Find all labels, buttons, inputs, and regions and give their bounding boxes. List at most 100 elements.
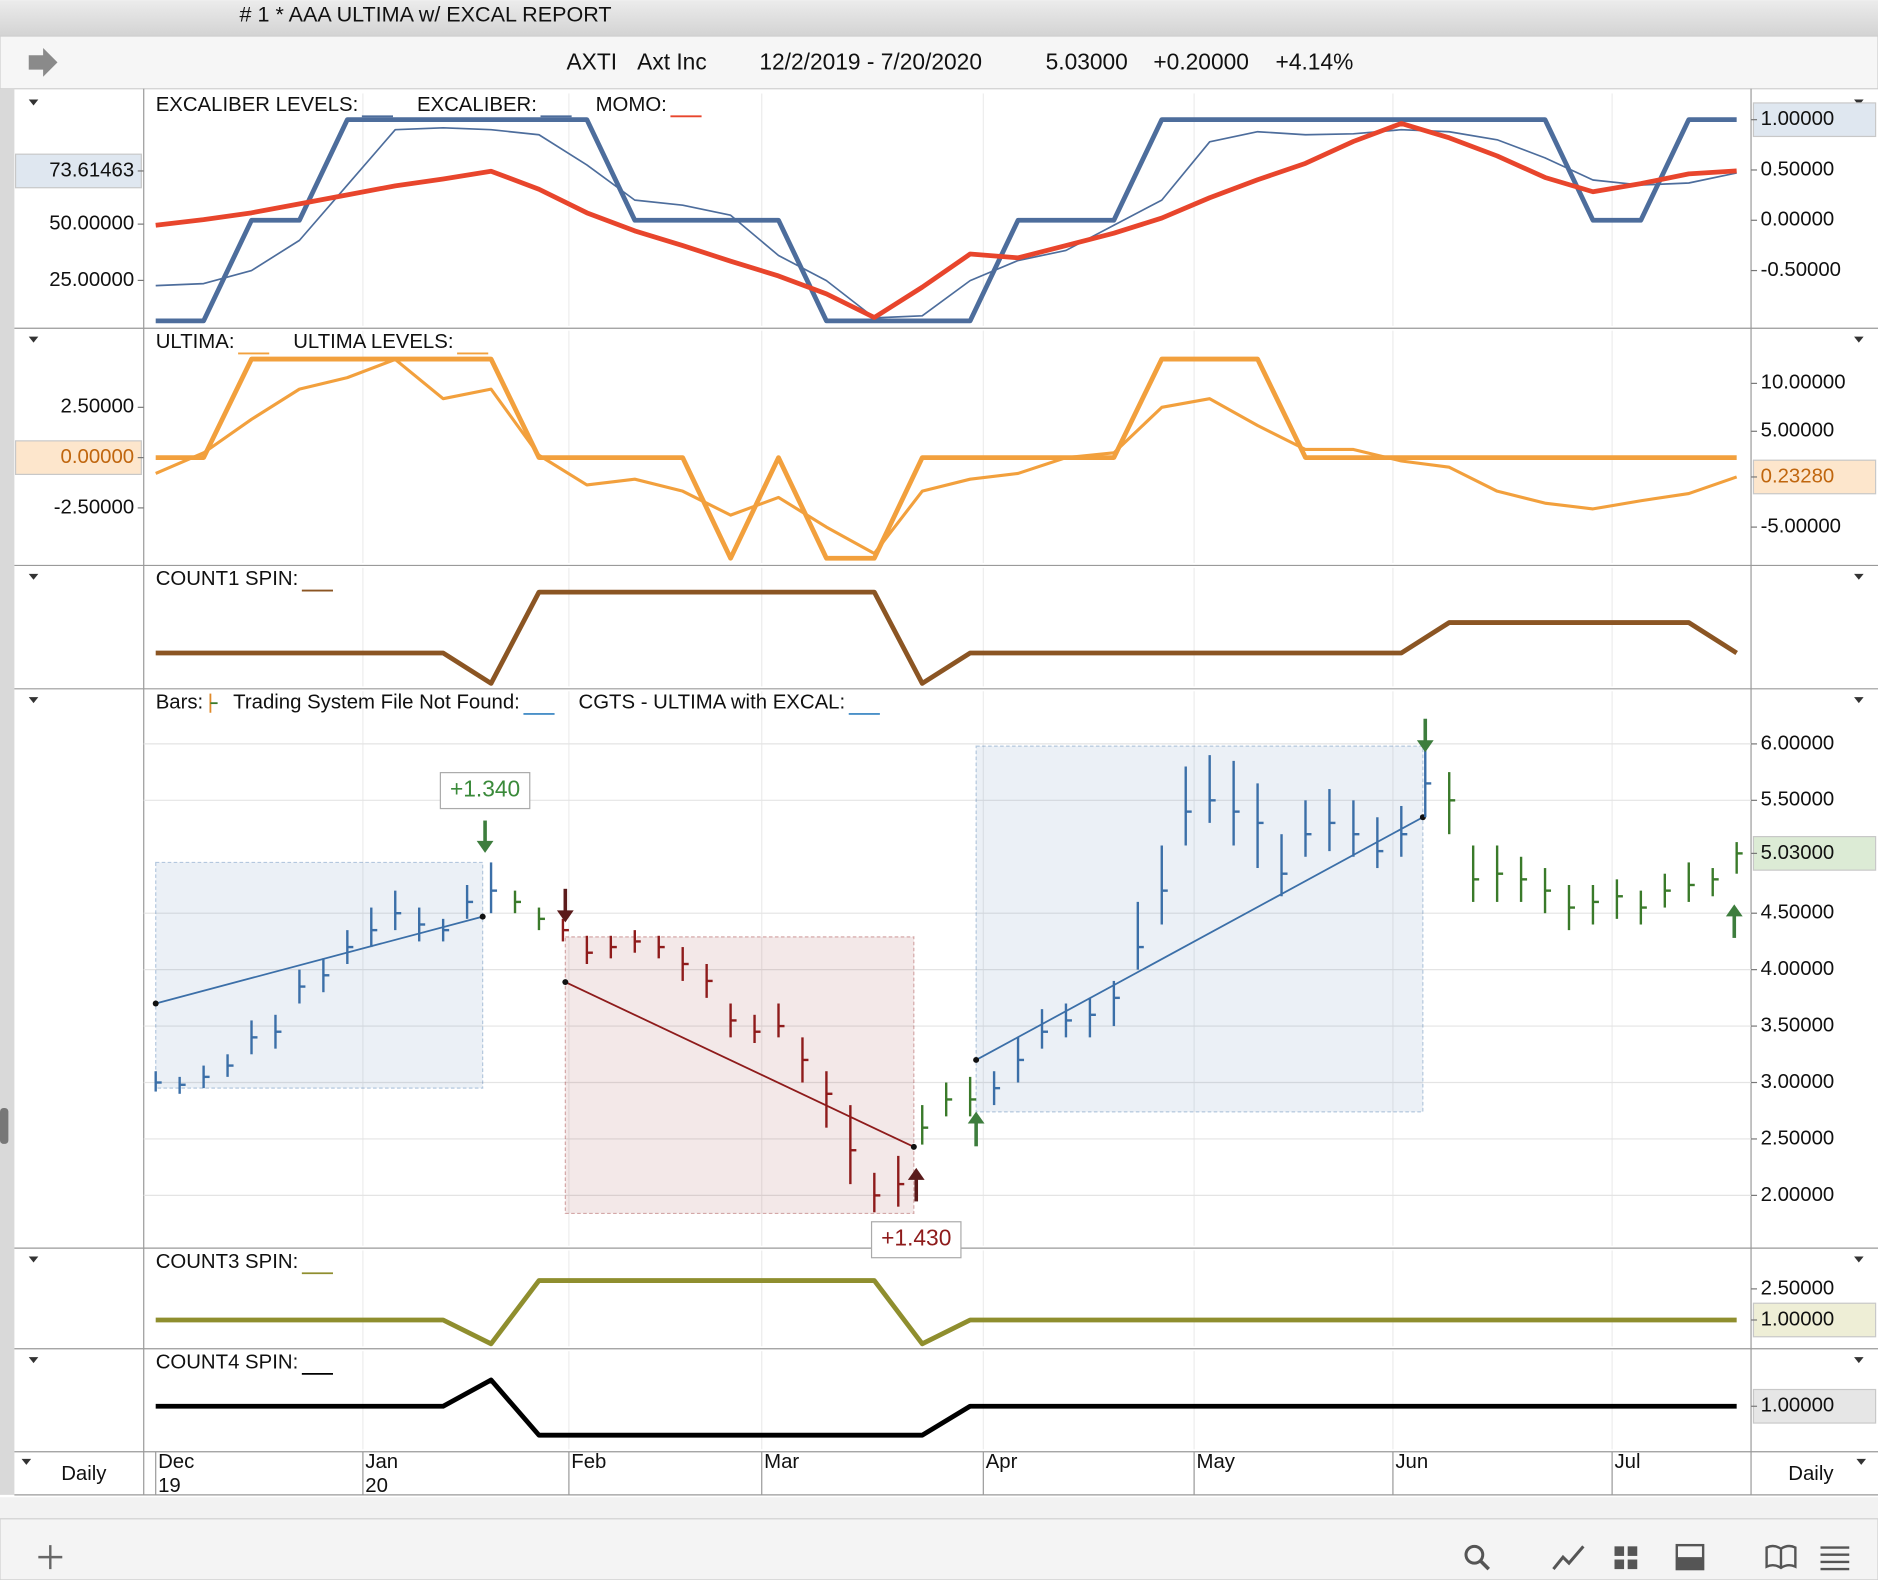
series-line xyxy=(155,126,1737,319)
legend-label: COUNT1 SPIN: xyxy=(156,568,299,590)
y-tick-label: 0.00000 xyxy=(61,446,135,468)
y2-tick-label: -0.50000 xyxy=(1761,259,1841,281)
y2-tick-label: 5.03000 xyxy=(1761,842,1835,864)
legend-label: ULTIMA: xyxy=(156,331,235,353)
panel-menu[interactable] xyxy=(28,1256,39,1263)
y2-tick-label: 6.00000 xyxy=(1761,732,1835,754)
month-label: Feb xyxy=(571,1451,606,1473)
trade-point xyxy=(479,913,486,920)
panel-menu[interactable] xyxy=(28,99,39,106)
y-tick-label: 2.50000 xyxy=(61,396,135,418)
add-button[interactable] xyxy=(38,1545,63,1570)
y-tick-label: -2.50000 xyxy=(54,496,134,518)
y2-tick-label: 5.00000 xyxy=(1761,420,1835,442)
month-label: Apr xyxy=(986,1451,1018,1473)
panel-menu[interactable] xyxy=(28,1357,39,1364)
legend-label: EXCALIBER: xyxy=(417,94,537,116)
regression-line xyxy=(155,915,483,1005)
trade-label: +1.340 xyxy=(450,776,520,802)
month-label: Jan xyxy=(365,1451,398,1473)
y2-tick-label: 2.50000 xyxy=(1761,1127,1835,1149)
last-price: 5.03000 xyxy=(1046,49,1128,75)
y2-tick-label: 0.50000 xyxy=(1761,158,1835,180)
title-bar xyxy=(0,0,1878,37)
month-label: May xyxy=(1197,1451,1236,1473)
legend-label: COUNT4 SPIN: xyxy=(156,1351,299,1373)
panel-menu[interactable] xyxy=(28,336,39,343)
y2-tick-label: 1.00000 xyxy=(1761,1308,1835,1330)
y2-tick-label: 2.50000 xyxy=(1761,1277,1835,1299)
month-label: Mar xyxy=(764,1451,799,1473)
series-line xyxy=(155,1278,1737,1347)
percent-change: +4.14% xyxy=(1276,49,1354,75)
panel-menu[interactable] xyxy=(28,697,39,704)
current-value-box xyxy=(1752,1388,1877,1424)
period-menu[interactable] xyxy=(21,1458,32,1465)
current-value-box xyxy=(14,153,142,189)
y2-tick-label: 10.00000 xyxy=(1761,372,1846,394)
y2-tick-label: 1.00000 xyxy=(1761,1395,1835,1417)
panel-menu[interactable] xyxy=(1854,697,1864,704)
spacer xyxy=(0,1497,1878,1519)
series-line xyxy=(155,357,1738,556)
year-label: 19 xyxy=(158,1475,181,1497)
company-name: Axt Inc xyxy=(637,49,707,75)
current-value-box xyxy=(14,440,142,475)
y2-tick-label: 3.50000 xyxy=(1761,1014,1835,1036)
y2-tick-label: 4.00000 xyxy=(1761,958,1835,980)
y2-tick-label: -5.00000 xyxy=(1761,515,1841,537)
y2-tick-label: 2.00000 xyxy=(1761,1184,1835,1206)
trade-label: +1.430 xyxy=(881,1225,951,1251)
y-tick-label: 25.00000 xyxy=(49,269,134,291)
current-value-box xyxy=(1752,836,1877,871)
chart-style-button[interactable] xyxy=(1552,1545,1585,1571)
month-label: Dec xyxy=(158,1451,194,1473)
forward-button[interactable] xyxy=(28,48,58,77)
trade-point xyxy=(973,1056,980,1063)
trade-label-box xyxy=(439,772,531,810)
toolbar xyxy=(0,1518,1878,1580)
y-tick-label: 73.61463 xyxy=(49,159,134,181)
plot-area: 25.00000 50.00000 73.61463 1.00000 0.50000 0.… xyxy=(14,88,1878,1497)
y2-tick-label: 3.00000 xyxy=(1761,1071,1835,1093)
trade-label-box xyxy=(870,1221,962,1259)
y2-tick-label: 4.50000 xyxy=(1761,902,1835,924)
window-title: # 1 * AAA ULTIMA w/ EXCAL REPORT xyxy=(240,1,612,26)
series-line xyxy=(155,589,1738,686)
legend-label: COUNT3 SPIN: xyxy=(156,1251,299,1273)
panel-menu[interactable] xyxy=(1854,336,1864,343)
resize-handle[interactable] xyxy=(0,1107,9,1144)
legend-label: CGTS - ULTIMA with EXCAL: xyxy=(579,692,846,714)
book-button[interactable] xyxy=(1765,1544,1797,1570)
period-label: Daily xyxy=(1788,1463,1834,1485)
trade-box xyxy=(975,745,1424,1113)
y2-tick-label: 1.00000 xyxy=(1761,108,1835,130)
current-value-box xyxy=(1752,102,1877,138)
current-value-box xyxy=(1752,1302,1877,1338)
panel-menu[interactable] xyxy=(1854,1256,1864,1263)
legend-label: Bars: xyxy=(156,692,204,714)
month-label: Jul xyxy=(1615,1451,1641,1473)
signal-arrowhead xyxy=(967,1111,985,1124)
layout-button[interactable] xyxy=(1614,1546,1638,1570)
side-strip xyxy=(0,88,15,1495)
panel-button[interactable] xyxy=(1675,1543,1705,1571)
period-menu[interactable] xyxy=(1856,1458,1867,1465)
legend-label: Trading System File Not Found: xyxy=(233,692,520,714)
search-button[interactable] xyxy=(1464,1544,1491,1571)
regression-line xyxy=(564,981,915,1148)
current-value-box xyxy=(1752,459,1877,495)
month-label: Jun xyxy=(1395,1451,1428,1473)
panel-menu[interactable] xyxy=(28,573,39,580)
panel-menu[interactable] xyxy=(1854,1357,1864,1364)
menu-button[interactable] xyxy=(1820,1546,1850,1571)
panel-menu[interactable] xyxy=(1854,573,1864,580)
legend-label: EXCALIBER LEVELS: xyxy=(156,94,359,116)
signal-arrowhead xyxy=(1416,740,1434,753)
trade-point xyxy=(562,979,569,986)
legend-label: ULTIMA LEVELS: xyxy=(293,331,453,353)
signal-arrowhead xyxy=(476,840,494,853)
price-change: +0.20000 xyxy=(1153,49,1249,75)
